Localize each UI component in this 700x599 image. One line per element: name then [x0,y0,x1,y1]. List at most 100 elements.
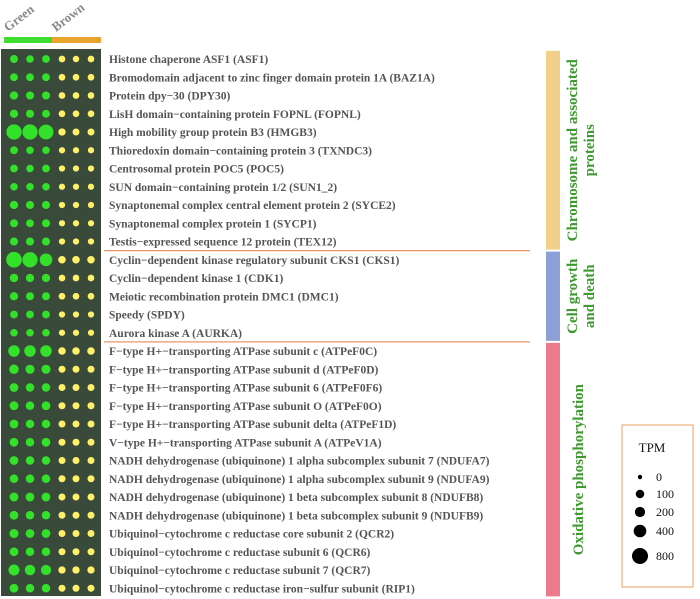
dot-r7-c2 [42,182,50,191]
dot-r19-c1 [25,401,35,410]
column-group-bar-brown [52,37,101,43]
dot-r9-c5 [87,220,95,227]
dot-r25-c1 [25,511,35,520]
dot-r3-c1 [25,109,35,118]
size-legend: TPM 0 100 200 400 800 [621,424,694,588]
dot-r2-c5 [87,92,95,99]
dot-r10-c5 [87,238,95,245]
dot-r10-c4 [72,238,80,245]
dot-r13-c1 [25,292,35,301]
dot-r21-c2 [41,437,51,447]
dot-r24-c2 [41,492,51,502]
dot-r20-c3 [58,420,66,428]
dot-r28-c0 [8,564,20,576]
dot-r19-c0 [9,401,19,411]
dot-r7-c4 [72,183,80,190]
dot-r12-c4 [72,274,80,282]
size-legend-dot [634,506,646,518]
dot-r4-c2 [38,124,54,140]
dot-r11-c5 [87,255,95,264]
row-label: NADH dehydrogenase (ubiquinone) 1 alpha … [109,474,490,486]
dot-r0-c3 [58,55,66,63]
dot-r10-c3 [58,238,66,245]
dot-r6-c3 [58,165,66,172]
dot-r3-c5 [87,110,95,118]
dot-grid [6,55,95,593]
column-group-bar-green [4,37,56,43]
size-legend-box [621,424,694,588]
dot-r26-c1 [25,529,35,538]
dot-r15-c0 [10,328,18,337]
dot-r25-c0 [9,510,19,520]
dot-r5-c0 [10,146,18,155]
dot-r22-c2 [41,456,51,465]
dot-r18-c4 [72,384,80,391]
dot-r26-c4 [72,530,80,537]
dot-r17-c2 [41,364,51,374]
row-label: Aurora kinase A (AURKA) [109,328,242,340]
dot-r1-c4 [72,73,80,81]
dot-r26-c5 [87,530,95,537]
row-label: Cyclin−dependent kinase regulatory subun… [109,255,400,267]
dot-r2-c2 [41,91,51,100]
row-label: F−type H+−transporting ATPase subunit de… [109,419,396,431]
dot-r3-c0 [9,109,19,118]
dot-r23-c2 [41,474,51,483]
size-legend-dot [637,474,643,480]
dot-r8-c2 [41,200,51,210]
dot-panel [1,49,101,596]
dot-r27-c1 [25,547,35,556]
dot-r16-c4 [72,347,80,355]
dot-r2-c4 [72,92,80,99]
dot-r9-c4 [72,220,80,227]
row-label: F−type H+−transporting ATPase subunit 6 … [109,383,382,395]
dot-r18-c1 [25,383,35,392]
dot-r27-c3 [58,548,66,556]
dot-r5-c1 [26,146,34,155]
dot-r19-c5 [87,402,95,410]
dot-r0-c4 [72,55,80,63]
dot-r8-c0 [9,200,19,210]
dot-r24-c4 [72,493,80,501]
dot-r29-c1 [25,584,35,593]
dot-r20-c4 [72,420,80,428]
row-label: V−type H+−transporting ATPase subunit A … [109,437,382,449]
dot-r1-c1 [26,73,34,82]
size-legend-value: 0 [656,470,662,484]
dot-r15-c4 [72,329,80,336]
dot-r10-c2 [41,237,51,246]
row-label: LisH domain−containing protein FOPNL (FO… [109,109,361,121]
dot-r11-c3 [58,255,66,264]
row-label: Ubiquinol−cytochrome c reductase subunit… [109,565,371,577]
dot-r1-c0 [10,73,18,82]
dot-r22-c5 [87,457,95,464]
dot-r14-c5 [87,311,95,318]
dot-r18-c5 [87,384,95,391]
dot-r24-c5 [87,493,95,501]
dot-r18-c2 [41,383,51,392]
row-label: Thioredoxin domain−containing protein 3 … [109,145,372,157]
dot-r7-c3 [58,183,66,190]
dot-r21-c5 [87,438,95,446]
dot-r26-c3 [58,530,66,537]
dot-r7-c1 [26,182,34,191]
row-label: NADH dehydrogenase (ubiquinone) 1 alpha … [109,456,490,468]
row-label: Meiotic recombination protein DMC1 (DMC1… [109,291,339,303]
dot-r16-c0 [8,345,20,357]
dot-r16-c3 [58,347,66,355]
size-legend-title: TPM [639,440,666,455]
dot-r25-c2 [41,511,51,520]
category-separators [104,250,530,343]
dot-r6-c2 [42,164,50,173]
dot-r10-c0 [9,237,19,246]
dot-r14-c1 [26,310,34,319]
dot-r10-c1 [25,237,35,246]
dot-r22-c4 [72,457,80,464]
dot-r1-c5 [87,73,95,81]
row-label: Synaptonemal complex protein 1 (SYCP1) [109,218,317,230]
dot-r7-c5 [87,183,95,190]
dot-r28-c5 [87,566,95,574]
row-label: Synaptonemal complex central element pro… [109,200,396,212]
dot-r23-c3 [58,475,66,483]
